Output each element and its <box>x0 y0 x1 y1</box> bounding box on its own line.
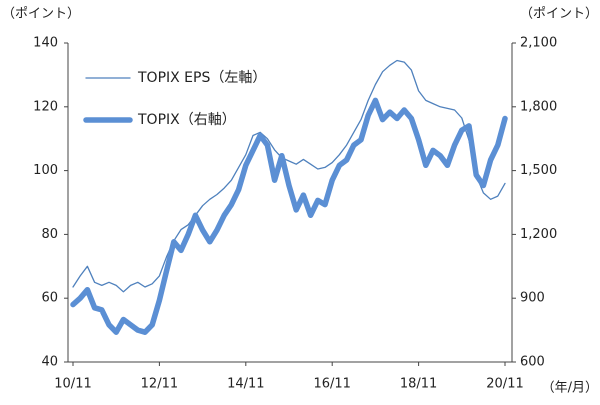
legend-label: TOPIX（右軸） <box>137 112 236 128</box>
x-tick-label: 20/11 <box>486 377 523 392</box>
y2-tick-label: 1,800 <box>520 99 557 114</box>
x-tick-label: 12/11 <box>141 377 178 392</box>
legend-label: TOPIX EPS（左軸） <box>137 70 266 86</box>
y2-tick-label: 2,100 <box>520 36 557 51</box>
x-tick-label: 16/11 <box>313 377 350 392</box>
y-axis-label: （ポイント） <box>2 7 80 22</box>
y2-axis-label: （ポイント） <box>520 7 598 22</box>
x-tick-label: 14/11 <box>227 377 264 392</box>
series-line <box>70 97 508 335</box>
x-tick-label: 10/11 <box>54 377 91 392</box>
y-tick-label: 40 <box>41 355 58 370</box>
series-line <box>72 59 506 293</box>
y-tick-label: 80 <box>41 227 58 242</box>
y2-tick-label: 900 <box>520 291 545 306</box>
y2-tick-label: 1,500 <box>520 163 557 178</box>
y-tick-label: 120 <box>33 99 58 114</box>
x-tick-label: 18/11 <box>400 377 437 392</box>
x-axis-label: （年/月） <box>542 381 598 396</box>
y-tick-label: 100 <box>33 163 58 178</box>
y-tick-label: 140 <box>33 36 58 51</box>
y2-tick-label: 1,200 <box>520 227 557 242</box>
y-tick-label: 60 <box>41 291 58 306</box>
y2-tick-label: 600 <box>520 355 545 370</box>
